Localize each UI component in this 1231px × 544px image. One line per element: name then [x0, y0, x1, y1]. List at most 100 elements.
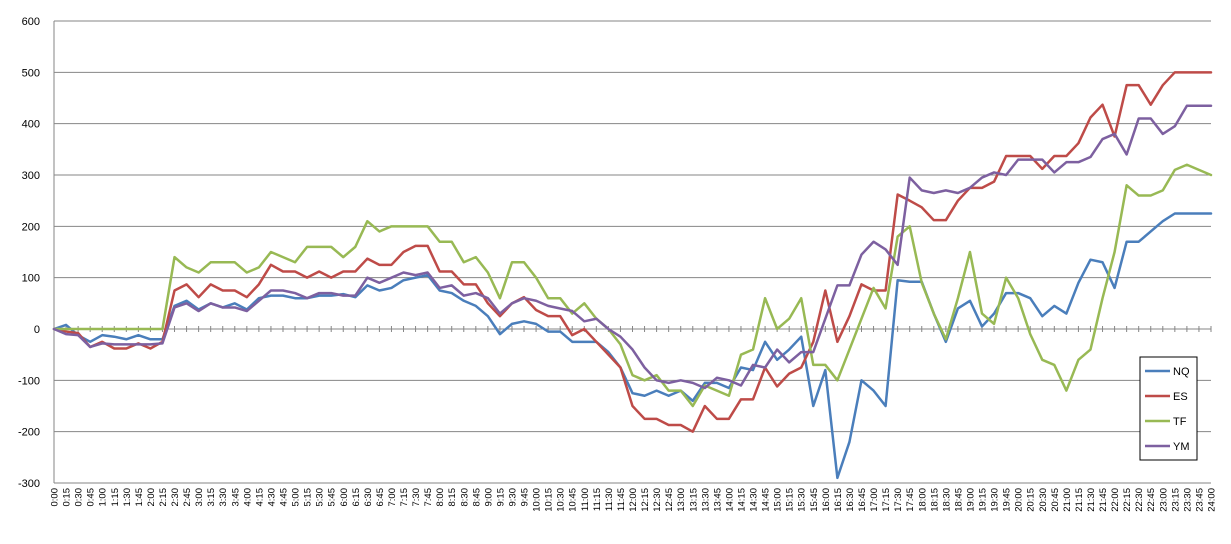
x-tick-label: 1:45	[134, 488, 145, 507]
x-tick-label: 15:00	[773, 488, 784, 512]
x-tick-label: 19:30	[990, 488, 1001, 512]
x-tick-label: 1:00	[98, 488, 109, 507]
x-tick-label: 7:00	[387, 488, 398, 507]
series-line-tf	[52, 163, 1213, 408]
x-tick-label: 4:30	[266, 488, 277, 507]
x-tick-label: 9:00	[483, 488, 494, 507]
x-tick-label: 0:30	[74, 488, 85, 507]
x-tick-label: 18:15	[929, 488, 940, 512]
x-tick-label: 6:30	[363, 488, 374, 507]
x-tick-label: 15:15	[785, 488, 796, 512]
y-tick-label: 400	[22, 119, 40, 131]
x-tick-label: 17:30	[893, 488, 904, 512]
legend-label-tf: TF	[1173, 416, 1187, 428]
x-tick-label: 20:30	[1038, 488, 1049, 512]
x-tick-label: 22:45	[1146, 488, 1157, 512]
x-axis: 0:00 0:15 0:30 0:45 1:00 1:15 1:30 1:45 2:00 2:15…	[50, 326, 1218, 512]
x-tick-label: 2:00	[146, 488, 157, 507]
y-axis: -300 -200 -100 0 100 200 300 400 500 600	[18, 16, 55, 490]
x-tick-label: 16:30	[845, 488, 856, 512]
y-tick-label: -300	[18, 478, 40, 490]
x-tick-label: 17:15	[881, 488, 892, 512]
x-tick-label: 18:45	[953, 488, 964, 512]
x-tick-label: 13:00	[676, 488, 687, 512]
x-tick-label: 9:15	[495, 488, 506, 507]
x-tick-label: 11:15	[592, 488, 603, 511]
x-tick-label: 3:15	[206, 488, 217, 507]
x-tick-label: 10:45	[568, 488, 579, 512]
x-tick-label: 23:30	[1182, 488, 1193, 512]
x-tick-label: 13:30	[700, 488, 711, 512]
x-tick-label: 23:15	[1170, 488, 1181, 512]
x-tick-label: 21:15	[1074, 488, 1085, 512]
x-tick-label: 15:30	[797, 488, 808, 512]
x-tick-label: 2:45	[182, 488, 193, 507]
x-tick-label: 20:00	[1014, 488, 1025, 512]
x-tick-label: 2:15	[158, 488, 169, 507]
y-tick-label: 500	[22, 67, 40, 79]
series-lines	[52, 71, 1213, 480]
x-tick-label: 8:45	[471, 488, 482, 507]
y-tick-label: 200	[22, 221, 40, 233]
x-tick-label: 14:30	[749, 488, 760, 512]
x-tick-label: 17:00	[869, 488, 880, 512]
x-tick-label: 18:30	[941, 488, 952, 512]
x-tick-label: 24:00	[1207, 488, 1218, 512]
gridlines	[54, 20, 1211, 484]
x-tick-label: 7:15	[399, 488, 410, 507]
x-tick-label: 2:30	[170, 488, 181, 507]
x-tick-label: 10:30	[556, 488, 567, 512]
y-tick-label: 100	[22, 273, 40, 285]
legend-label-ym: YM	[1173, 441, 1190, 453]
x-tick-label: 11:45	[616, 488, 627, 511]
x-tick-label: 11:30	[604, 488, 615, 511]
series-line-nq	[52, 212, 1213, 480]
x-tick-label: 5:15	[303, 488, 314, 507]
x-tick-label: 0:45	[86, 488, 97, 507]
x-tick-label: 12:00	[628, 488, 639, 512]
x-tick-label: 3:30	[218, 488, 229, 507]
x-tick-label: 19:00	[965, 488, 976, 512]
x-tick-label: 4:15	[254, 488, 265, 507]
x-tick-label: 11:00	[580, 488, 591, 511]
x-tick-label: 23:45	[1194, 488, 1205, 512]
x-tick-label: 19:45	[1002, 488, 1013, 512]
x-tick-label: 18:00	[917, 488, 928, 512]
x-tick-label: 21:30	[1086, 488, 1097, 512]
x-tick-label: 14:15	[736, 488, 747, 512]
x-tick-label: 12:45	[664, 488, 675, 512]
x-tick-label: 9:45	[520, 488, 531, 507]
x-tick-label: 21:45	[1098, 488, 1109, 512]
x-tick-label: 0:00	[50, 488, 61, 507]
x-tick-label: 5:45	[327, 488, 338, 507]
x-tick-label: 22:00	[1110, 488, 1121, 512]
y-tick-label: 0	[34, 324, 40, 336]
x-tick-label: 8:00	[435, 488, 446, 507]
x-tick-label: 5:30	[315, 488, 326, 507]
x-tick-label: 3:45	[230, 488, 241, 507]
x-tick-label: 14:00	[724, 488, 735, 512]
x-tick-label: 1:30	[122, 488, 133, 507]
x-tick-label: 8:15	[447, 488, 458, 507]
x-tick-label: 13:45	[712, 488, 723, 512]
x-tick-label: 10:15	[544, 488, 555, 512]
x-tick-label: 20:15	[1026, 488, 1037, 512]
x-tick-label: 0:15	[62, 488, 73, 507]
legend-box	[1139, 356, 1198, 461]
x-tick-label: 12:30	[652, 488, 663, 512]
x-tick-label: 6:00	[339, 488, 350, 507]
x-tick-label: 4:45	[278, 488, 289, 507]
x-tick-label: 23:00	[1158, 488, 1169, 512]
x-tick-label: 22:30	[1134, 488, 1145, 512]
x-tick-label: 14:45	[761, 488, 772, 512]
x-tick-label: 5:00	[291, 488, 302, 507]
x-tick-label: 16:15	[833, 488, 844, 512]
x-tick-label: 6:15	[351, 488, 362, 507]
x-tick-label: 20:45	[1050, 488, 1061, 512]
x-tick-label: 17:45	[905, 488, 916, 512]
x-tick-label: 9:30	[507, 488, 518, 507]
y-tick-label: -200	[18, 427, 40, 439]
x-tick-label: 22:15	[1122, 488, 1133, 512]
x-tick-label: 21:00	[1062, 488, 1073, 512]
